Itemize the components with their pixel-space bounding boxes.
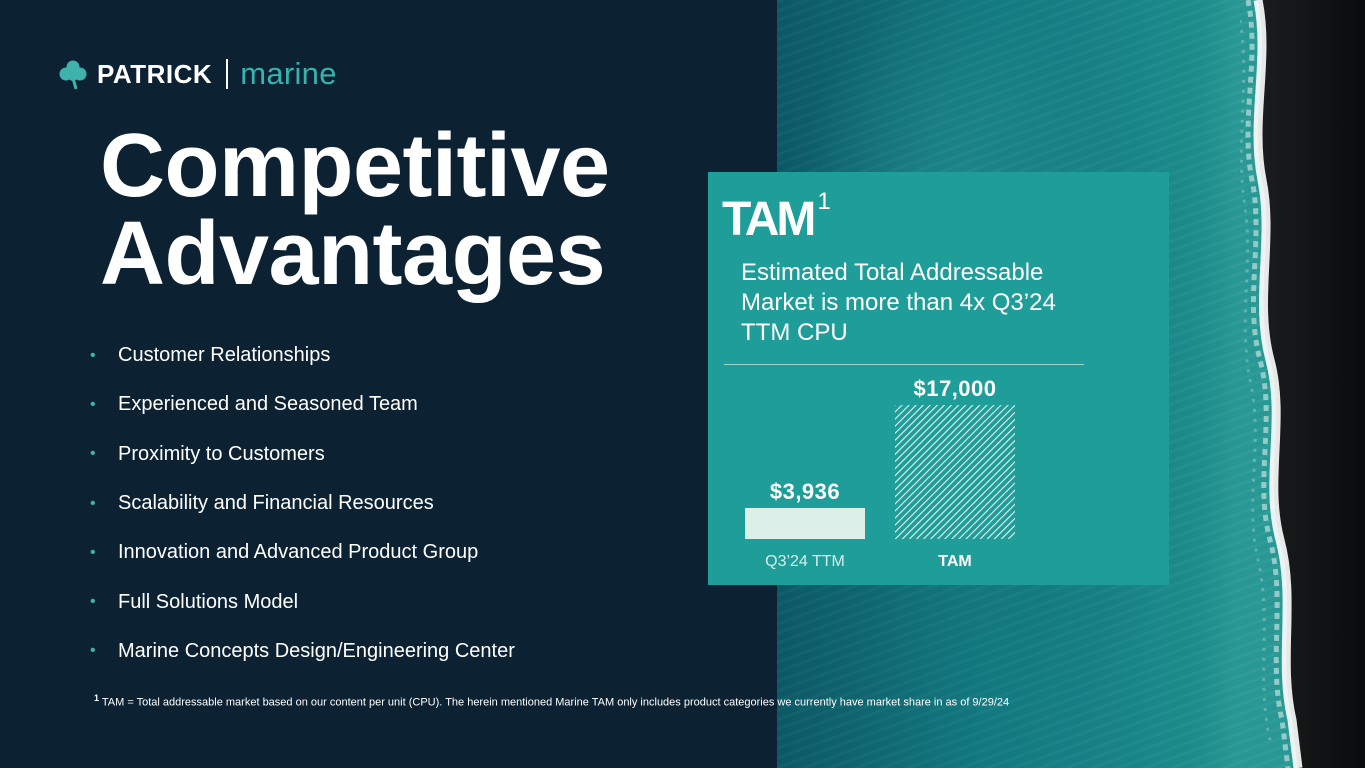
page-title: Competitive Advantages xyxy=(100,121,610,299)
footnote-marker: 1 xyxy=(94,693,100,703)
bullet-icon: • xyxy=(90,494,96,512)
panel-divider xyxy=(724,364,1084,365)
list-item-text: Full Solutions Model xyxy=(118,590,299,613)
list-item: • Marine Concepts Design/Engineering Cent… xyxy=(90,627,515,676)
bullet-icon: • xyxy=(90,642,96,660)
bar-tam xyxy=(895,405,1015,539)
footnote: 1 TAM = Total addressable market based o… xyxy=(94,693,1009,709)
bullet-icon: • xyxy=(90,593,96,611)
list-item: • Experienced and Seasoned Team xyxy=(90,380,515,429)
bullet-icon: • xyxy=(90,543,96,561)
company-logo: PATRICK marine xyxy=(57,56,337,92)
tam-heading-text: TAM xyxy=(722,193,816,246)
data-label: $3,936 xyxy=(770,479,840,504)
list-item-text: Experienced and Seasoned Team xyxy=(118,393,418,416)
advantages-list: • Customer Relationships • Experienced and… xyxy=(90,331,515,676)
footnote-text: TAM = Total addressable market based on … xyxy=(101,696,1010,709)
tam-heading-footnote: 1 xyxy=(817,188,831,215)
title-line-2: Advantages xyxy=(100,204,606,304)
list-item: • Scalability and Financial Resources xyxy=(90,479,515,528)
list-item-text: Proximity to Customers xyxy=(118,442,325,465)
category-label: Q3’24 TTM xyxy=(765,553,845,570)
list-item-text: Marine Concepts Design/Engineering Cente… xyxy=(118,639,515,662)
division-name: marine xyxy=(240,56,337,91)
tam-panel: TAM 1 Estimated Total Addressable Market … xyxy=(708,172,1169,585)
bullet-icon: • xyxy=(90,445,96,463)
shoreline-image xyxy=(1240,0,1365,768)
logo-divider xyxy=(226,59,229,89)
list-item: • Proximity to Customers xyxy=(90,430,515,479)
title-line-1: Competitive xyxy=(100,116,610,216)
list-item-text: Customer Relationships xyxy=(118,344,331,367)
brand-name: PATRICK xyxy=(97,58,213,89)
list-item-text: Innovation and Advanced Product Group xyxy=(118,541,479,564)
bullet-icon: • xyxy=(90,346,96,364)
bar-q3-ttm xyxy=(745,507,865,539)
tam-heading: TAM 1 xyxy=(722,188,831,247)
category-label: TAM xyxy=(938,553,971,570)
shamrock-icon xyxy=(59,60,87,90)
data-label: $17,000 xyxy=(913,376,996,401)
tam-description: Estimated Total Addressable Market is mo… xyxy=(741,259,1056,346)
list-item: • Full Solutions Model xyxy=(90,577,515,626)
list-item: • Customer Relationships xyxy=(90,331,515,380)
tam-bar-chart: $3,936 Q3’24 TTM $17,000 TAM xyxy=(745,376,1015,570)
list-item: • Innovation and Advanced Product Group xyxy=(90,528,515,577)
list-item-text: Scalability and Financial Resources xyxy=(118,492,434,515)
bullet-icon: • xyxy=(90,395,96,413)
